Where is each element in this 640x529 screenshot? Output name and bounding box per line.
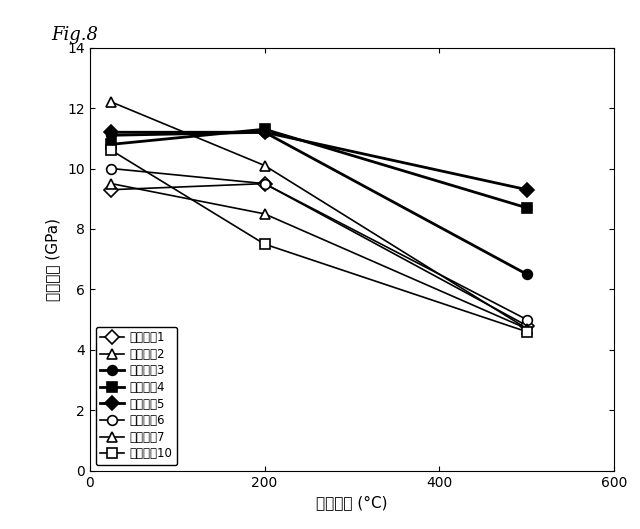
- Text: Fig.8: Fig.8: [51, 26, 98, 44]
- 試験番号7: [108, 180, 115, 187]
- 試験番号2: [260, 162, 268, 169]
- 試験番号4: [523, 205, 531, 211]
- 試験番号5: [108, 129, 115, 135]
- Line: 試験番号6: 試験番号6: [107, 163, 532, 324]
- 試験番号7: [523, 325, 531, 332]
- Line: 試験番号7: 試験番号7: [107, 179, 532, 334]
- 試験番号1: [260, 180, 268, 187]
- Legend: 試験番号1, 試験番号2, 試験番号3, 試験番号4, 試験番号5, 試験番号6, 試験番号7, 試験番号10: 試験番号1, 試験番号2, 試験番号3, 試験番号4, 試験番号5, 試験番号6…: [95, 327, 177, 465]
- 試験番号3: [260, 129, 268, 135]
- 試験番号10: [108, 147, 115, 153]
- 試験番号3: [108, 132, 115, 139]
- 試験番号5: [260, 129, 268, 135]
- Line: 試験番号1: 試験番号1: [107, 179, 532, 331]
- Line: 試験番号3: 試験番号3: [107, 127, 532, 279]
- Line: 試験番号5: 試験番号5: [107, 127, 532, 195]
- 試験番号2: [523, 325, 531, 332]
- X-axis label: 加熱温度 (°C): 加熱温度 (°C): [316, 495, 388, 510]
- 試験番号1: [108, 187, 115, 193]
- Line: 試験番号10: 試験番号10: [107, 145, 532, 336]
- 試験番号6: [523, 316, 531, 323]
- 試験番号4: [260, 126, 268, 132]
- 試験番号3: [523, 271, 531, 278]
- Y-axis label: ナノ硬さ (GPa): ナノ硬さ (GPa): [45, 218, 60, 300]
- 試験番号10: [260, 241, 268, 247]
- 試験番号6: [260, 180, 268, 187]
- 試験番号4: [108, 141, 115, 148]
- 試験番号1: [523, 323, 531, 329]
- 試験番号5: [523, 187, 531, 193]
- 試験番号7: [260, 211, 268, 217]
- 試験番号10: [523, 329, 531, 335]
- Line: 試験番号2: 試験番号2: [107, 97, 532, 334]
- 試験番号2: [108, 99, 115, 105]
- 試験番号6: [108, 166, 115, 172]
- Line: 試験番号4: 試験番号4: [107, 124, 532, 213]
